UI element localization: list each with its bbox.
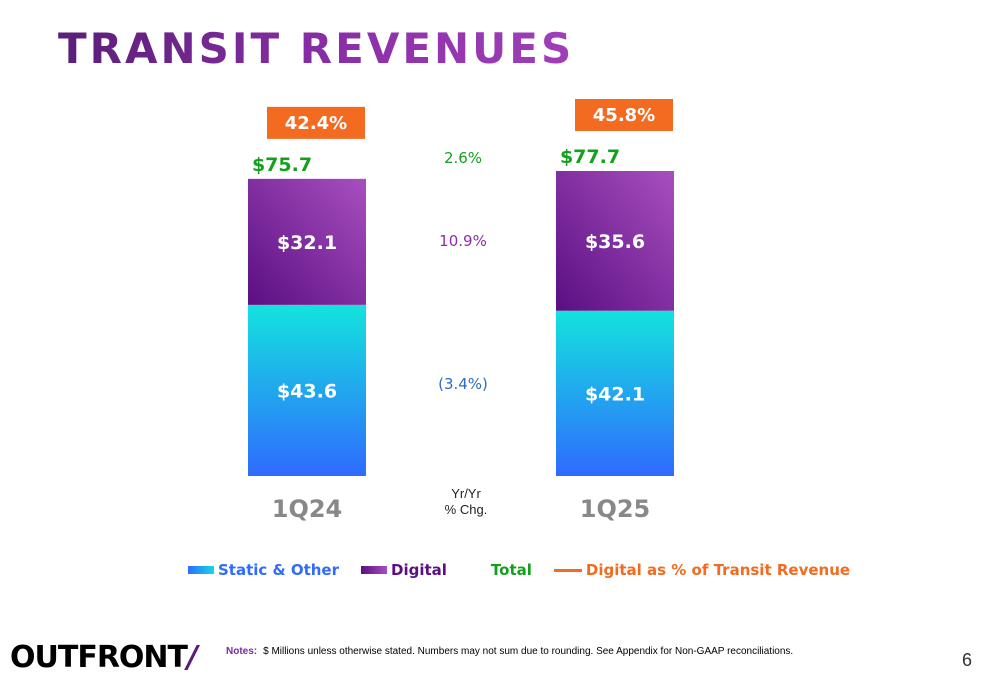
bar-static-1Q25 <box>556 310 674 476</box>
legend-item-digital: Digital <box>361 561 447 579</box>
category-label-1Q25: 1Q25 <box>580 495 651 523</box>
page-title: TRANSIT REVENUES <box>58 24 575 73</box>
legend-label-total: Total <box>490 561 532 579</box>
bar-static-1Q24 <box>248 304 366 476</box>
legend-label-static: Static & Other <box>218 561 339 579</box>
legend-label-pct: Digital as % of Transit Revenue <box>585 561 851 579</box>
category-label-1Q24: 1Q24 <box>272 495 343 523</box>
stacked-bar-chart: $43.6 $32.1 $75.7 42.4% 1Q24 $42.1 $35.6 $77.7 4… <box>248 99 674 523</box>
yoy-header-line1: Yr/Yr <box>451 486 481 501</box>
logo-text: OUTFRONT <box>10 640 188 675</box>
yoy-static: (3.4%) <box>438 375 488 393</box>
footnote: Notes: $ Millions unless otherwise stated… <box>226 646 793 657</box>
digital-pct-label-1Q25: 45.8% <box>593 105 655 126</box>
data-label-digital-1Q24: $32.1 <box>277 232 337 254</box>
data-label-static-1Q24: $43.6 <box>277 380 337 402</box>
bar-digital-1Q25 <box>556 171 674 311</box>
yoy-total: 2.6% <box>444 149 482 167</box>
legend-swatch-static <box>188 566 214 574</box>
legend-item-total: Total <box>491 561 532 579</box>
digital-pct-label-1Q24: 42.4% <box>285 113 347 134</box>
legend-item-static: Static & Other <box>188 561 339 579</box>
digital-pct-box-1Q25 <box>575 99 673 131</box>
data-label-static-1Q25: $42.1 <box>585 383 645 405</box>
chart-legend: Static & Other Digital Total Digital as … <box>188 560 872 580</box>
yoy-header-line2: % Chg. <box>445 502 488 517</box>
outfront-logo: OUTFRONT/ <box>10 640 198 675</box>
page-number: 6 <box>961 650 972 670</box>
notes-label: Notes: <box>226 646 258 657</box>
total-label-1Q24: $75.7 <box>252 154 312 176</box>
digital-pct-box-1Q24 <box>267 106 365 139</box>
legend-label-digital: Digital <box>391 561 447 579</box>
legend-swatch-pct <box>553 568 582 572</box>
yoy-digital: 10.9% <box>439 232 487 250</box>
logo-slash: / <box>187 640 198 675</box>
notes-text: $ Millions unless otherwise stated. Numb… <box>263 646 794 657</box>
bar-digital-1Q24 <box>248 178 366 305</box>
legend-swatch-digital <box>361 566 387 574</box>
legend-item-pct: Digital as % of Transit Revenue <box>553 561 851 579</box>
total-label-1Q25: $77.7 <box>560 146 620 168</box>
data-label-digital-1Q25: $35.6 <box>585 231 645 253</box>
